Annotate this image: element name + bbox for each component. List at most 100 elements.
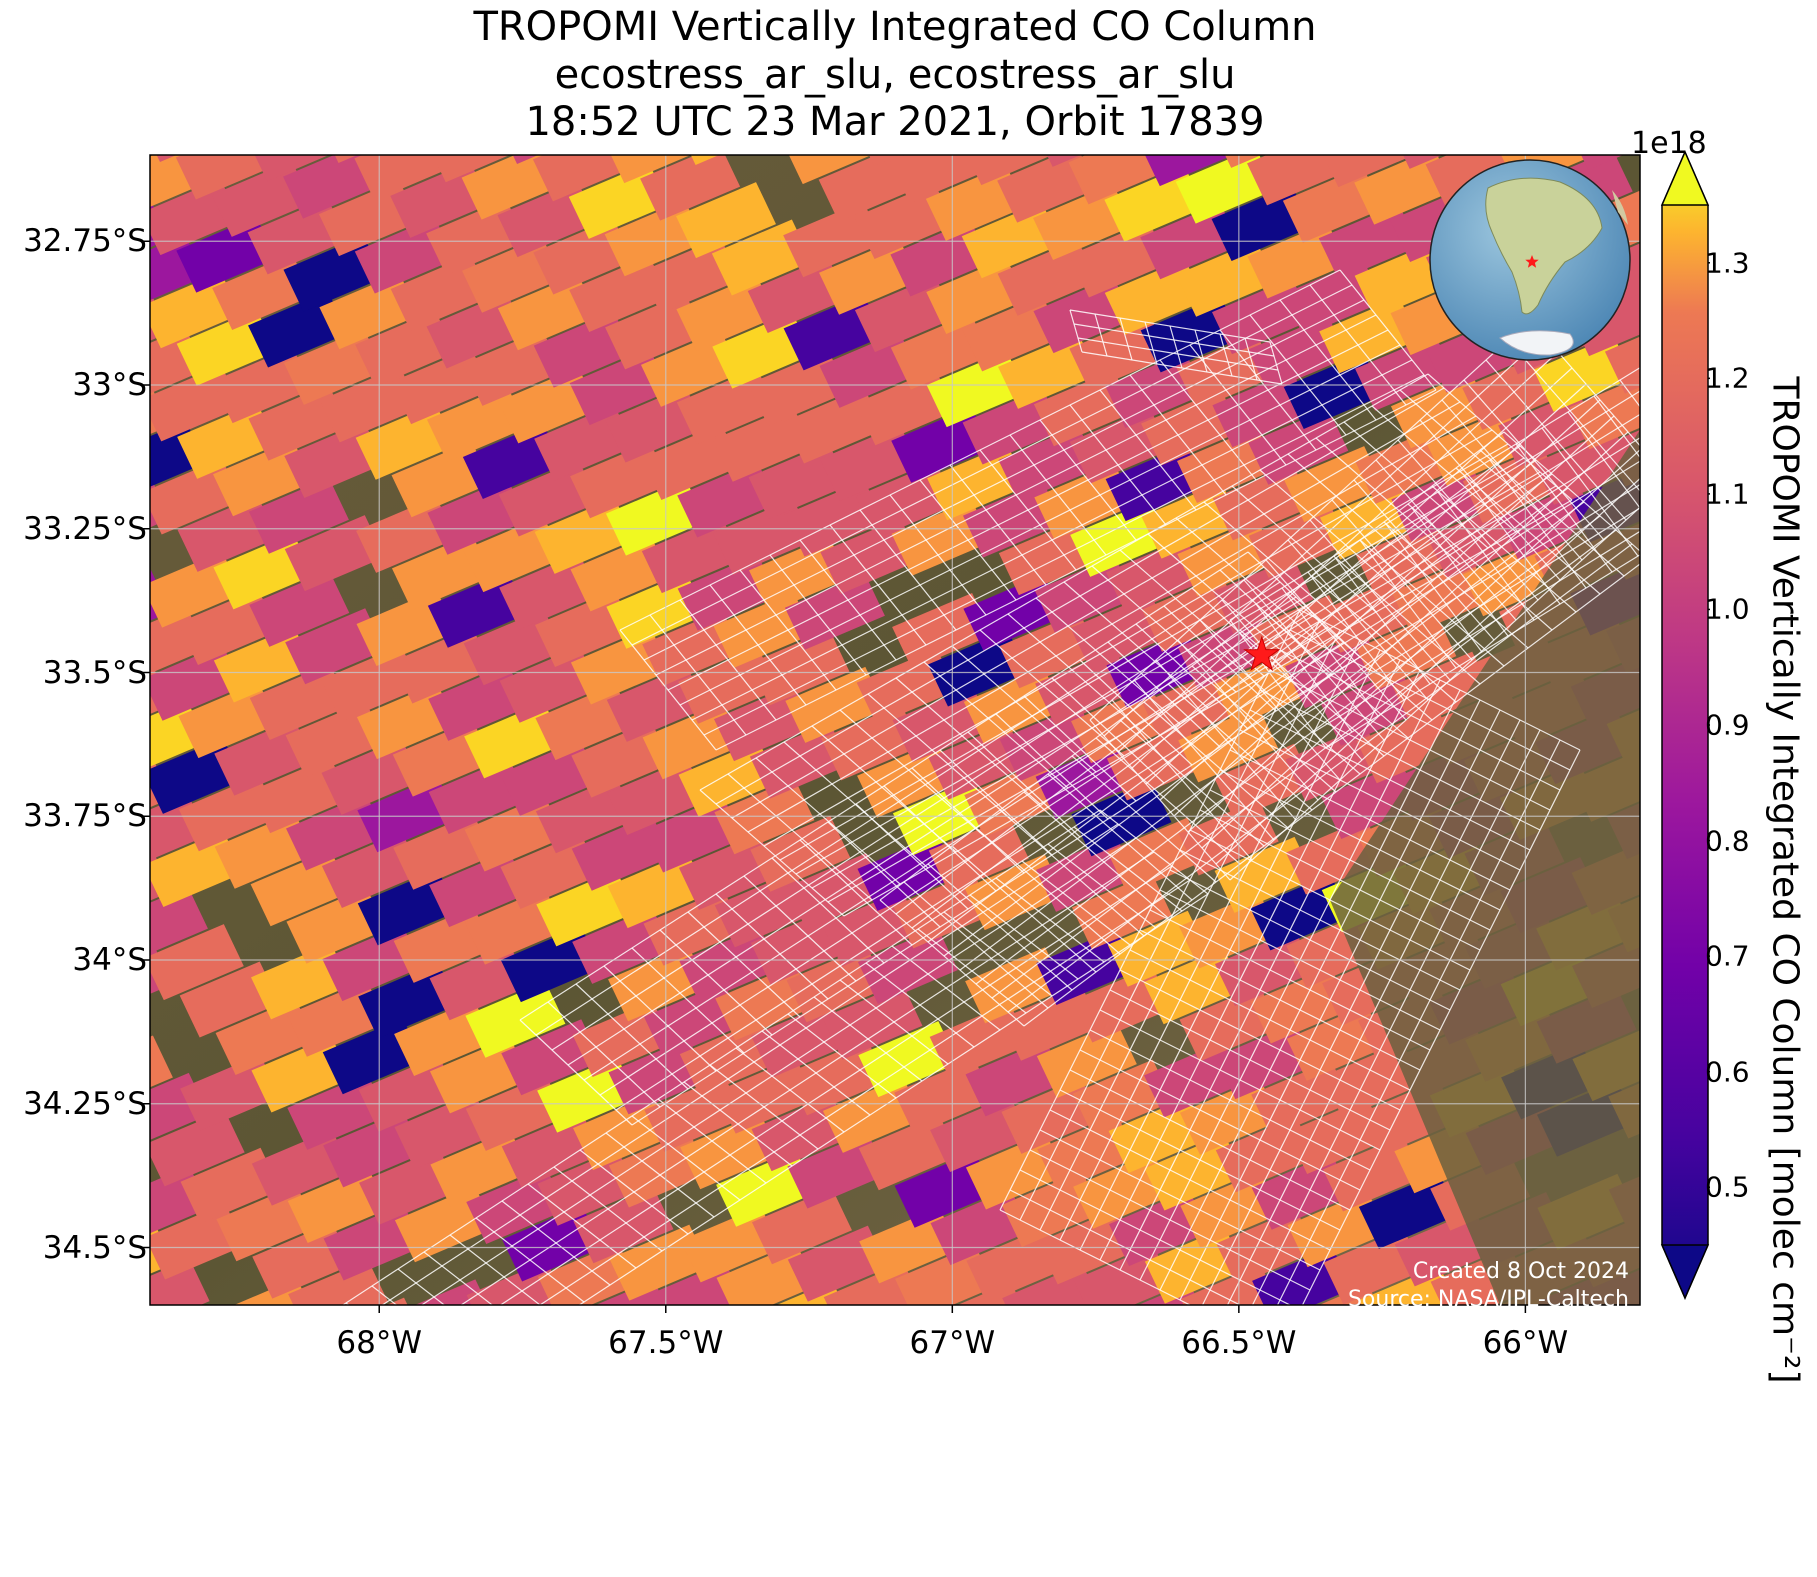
co-pixel <box>1110 1376 1210 1452</box>
co-pixel <box>110 1352 210 1428</box>
co-pixel <box>150 1035 173 1088</box>
footprint-line <box>715 387 1445 805</box>
footprint-line <box>1144 321 1158 365</box>
lat-label: 34.5°S <box>42 1229 147 1266</box>
footprint-line <box>1081 351 1283 385</box>
co-pixel <box>1071 780 1172 857</box>
footprint-line <box>1073 323 1275 357</box>
footprint-line <box>1311 575 1457 703</box>
footprint-line <box>703 374 1425 736</box>
footprint-line <box>1145 383 1587 785</box>
footprint-line <box>583 611 1313 1081</box>
map-title-line2: ecostress_ar_slu, ecostress_ar_slu <box>554 52 1236 98</box>
colorbar-tick-label: 1.3 <box>1705 246 1750 280</box>
footprint-line <box>578 893 1209 1305</box>
co-pixel <box>640 155 741 221</box>
footprint-line <box>1173 415 1615 817</box>
colorbar-label: TROPOMI Vertically Integrated CO Column … <box>1764 376 1806 1384</box>
axis-ticks <box>142 240 1527 1313</box>
footprint-line <box>839 709 985 837</box>
co-pixel <box>753 1374 853 1450</box>
footprint-line <box>1103 335 1545 737</box>
footprint-line <box>631 284 1353 646</box>
co-pixel <box>104 49 204 125</box>
source-credit: Source: NASA/JPL-Caltech <box>1347 1287 1629 1312</box>
co-pixel <box>1324 1322 1424 1398</box>
lat-label: 33.25°S <box>23 510 147 547</box>
co-pixel <box>533 32 633 108</box>
map-title-line1: TROPOMI Vertically Integrated CO Column <box>473 4 1317 50</box>
footprint-line <box>843 499 1573 917</box>
footprint-line <box>1313 530 1640 733</box>
footprint-line <box>755 757 901 885</box>
co-pixel <box>824 1356 924 1432</box>
footprint-line <box>923 661 1069 789</box>
co-pixel <box>150 1110 245 1187</box>
footprint-line <box>827 821 941 928</box>
co-pixel <box>432 155 510 183</box>
footprint-line <box>995 713 1109 820</box>
footprint-line <box>659 929 773 1036</box>
footprint-line <box>731 401 1461 819</box>
colorbar-extend-min <box>1660 1244 1710 1300</box>
co-pixel <box>711 33 811 109</box>
footprint-line <box>687 911 801 1018</box>
lat-label: 34.25°S <box>23 1085 147 1122</box>
graticule <box>150 155 1640 1305</box>
footprint-line <box>747 415 1477 833</box>
footprint-line <box>1251 729 1541 1305</box>
co-pixel <box>156 155 177 162</box>
footprint-line <box>879 431 1505 901</box>
footprint-line <box>1167 683 1313 811</box>
co-pixel <box>1175 155 1276 224</box>
co-pixel <box>532 155 633 202</box>
footprint-line <box>619 269 1341 631</box>
co-pixel <box>751 1188 852 1265</box>
footprint-line <box>1169 325 1183 369</box>
footprint-line <box>1427 373 1573 501</box>
co-pixel <box>1247 155 1348 206</box>
colorbar-tick-label: 0.8 <box>1705 824 1750 858</box>
footprint-line <box>1051 677 1165 784</box>
footprint-line <box>975 827 1121 955</box>
co-pixel <box>640 52 740 128</box>
co-pixel <box>1747 95 1817 171</box>
co-pixel <box>574 1373 674 1449</box>
co-pixel <box>1178 799 1279 876</box>
footprint-line <box>1229 506 1640 881</box>
co-pixel <box>390 69 490 145</box>
footprint-line <box>1019 619 1321 1221</box>
co-pixel <box>868 155 900 166</box>
footprint-line <box>1203 501 1349 629</box>
co-pixel <box>211 68 311 144</box>
co-pixel <box>1360 1359 1460 1435</box>
footprint-line <box>795 457 1525 875</box>
footprint-line <box>1241 390 1640 637</box>
co-pixel <box>788 1319 888 1395</box>
footprint-line <box>1039 629 1341 1231</box>
co-pixel <box>1225 155 1262 168</box>
created-date: Created 8 Oct 2024 <box>1412 1259 1629 1284</box>
colorbar-tick-label: 0.9 <box>1705 708 1750 742</box>
co-pixel <box>465 981 566 1058</box>
site-marker-star <box>1243 635 1281 672</box>
footprint-line <box>1077 337 1279 371</box>
footprint-line <box>1593 395 1640 459</box>
lat-label: 32.75°S <box>23 223 147 260</box>
footprint-line <box>1107 641 1221 748</box>
colorbar-tick-label: 0.6 <box>1705 1055 1750 1089</box>
footprint-line <box>1023 563 1640 1027</box>
footprint-line <box>999 809 1145 937</box>
footprint-line <box>519 551 1249 1021</box>
footprint-line <box>799 839 913 946</box>
footprint-line <box>1315 437 1461 565</box>
co-pixel <box>1581 155 1624 170</box>
co-pixel <box>248 477 349 554</box>
co-pixel <box>249 570 350 647</box>
footprint-line <box>1219 333 1233 377</box>
footprint-line <box>499 865 1173 1305</box>
co-pixel <box>646 1355 746 1431</box>
co-pixel <box>1282 74 1382 150</box>
footprint-line <box>1253 413 1640 653</box>
